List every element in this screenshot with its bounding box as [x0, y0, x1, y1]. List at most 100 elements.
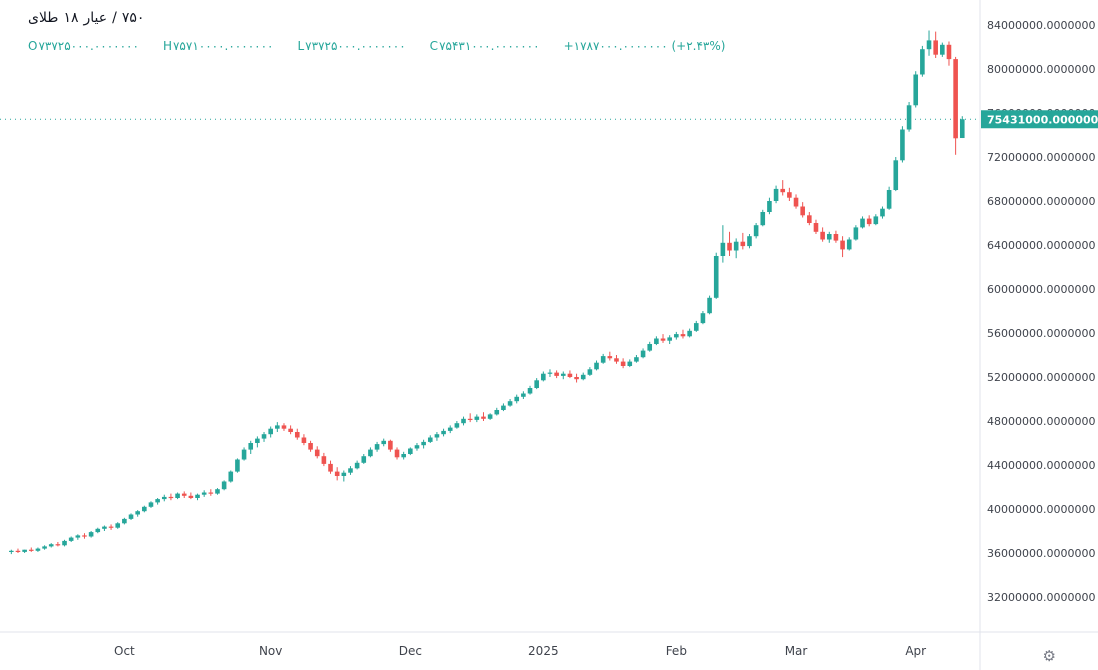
candle-body [128, 514, 134, 519]
candle-body [334, 471, 340, 476]
candle-body [833, 234, 839, 241]
candle-body [574, 377, 579, 380]
svg-text:56000000.0000000: 56000000.0000000 [987, 327, 1095, 340]
candle-body [654, 338, 659, 344]
svg-text:Oct: Oct [114, 644, 135, 658]
candle-body [900, 129, 905, 161]
candle-body [441, 430, 446, 435]
candle-body [175, 493, 180, 498]
candle-body [22, 549, 27, 552]
candle-body [414, 445, 420, 449]
candle-body [102, 526, 107, 529]
candle-body [188, 495, 194, 498]
candle-body [215, 489, 220, 494]
candles [9, 30, 965, 555]
candle-body [607, 356, 613, 359]
candle-body [135, 511, 140, 515]
candle-body [368, 449, 373, 457]
candle-body [680, 334, 686, 337]
candle-body [727, 242, 732, 251]
candle-body [820, 231, 825, 240]
candle-body [241, 449, 247, 460]
svg-text:80000000.0000000: 80000000.0000000 [987, 63, 1095, 76]
candle-body [946, 44, 952, 60]
candle-body [388, 440, 393, 450]
candle-body [248, 443, 254, 450]
candle-body [554, 372, 559, 376]
candle-body [208, 492, 214, 494]
svg-text:Mar: Mar [785, 644, 808, 658]
candle-body [235, 459, 240, 472]
candle-body [787, 192, 792, 198]
candle-body [740, 241, 746, 247]
svg-text:68000000.0000000: 68000000.0000000 [987, 195, 1095, 208]
candle-body [773, 188, 779, 201]
candle-body [886, 190, 892, 209]
candle-body [62, 540, 67, 546]
candle-body [541, 373, 546, 381]
svg-text:72000000.0000000: 72000000.0000000 [987, 151, 1095, 164]
svg-text:32000000.0000000: 32000000.0000000 [987, 591, 1095, 604]
candle-body [501, 405, 506, 410]
candle-body [75, 535, 81, 538]
candle-body [201, 492, 207, 495]
candle-body [408, 448, 413, 454]
candle-body [600, 356, 606, 363]
candle-body [800, 206, 805, 216]
candle-body [341, 472, 347, 476]
candle-body [853, 227, 859, 240]
candle-body [361, 456, 367, 463]
candle-body [168, 496, 174, 499]
candle-body [115, 523, 121, 528]
svg-text:2025: 2025 [528, 644, 559, 658]
candle-body [674, 334, 679, 338]
candle-body [753, 225, 759, 237]
candle-body [866, 218, 872, 225]
candle-body [959, 119, 965, 139]
candle-body [514, 396, 520, 402]
candle-body [9, 550, 14, 552]
price-axis[interactable]: 84000000.000000080000000.000000076000000… [987, 19, 1095, 604]
candle-body [813, 223, 819, 232]
candle-body [461, 418, 466, 424]
svg-text:Dec: Dec [399, 644, 422, 658]
candle-body [826, 234, 832, 240]
candle-body [261, 434, 267, 439]
candle-body [614, 358, 619, 362]
candle-body [82, 535, 87, 537]
candle-body [301, 437, 307, 443]
candle-body [926, 40, 932, 50]
candle-body [687, 330, 692, 337]
candle-body [161, 496, 167, 500]
svg-text:60000000.0000000: 60000000.0000000 [987, 283, 1095, 296]
candle-body [920, 49, 925, 75]
candle-body [294, 432, 300, 438]
candle-body [474, 416, 480, 420]
axis-settings-gear-icon[interactable]: ⚙ [1042, 647, 1056, 665]
candle-body [434, 434, 440, 438]
candle-body [15, 550, 21, 552]
candle-body [693, 323, 699, 331]
svg-text:48000000.0000000: 48000000.0000000 [987, 415, 1095, 428]
candle-body [155, 499, 160, 503]
svg-text:Apr: Apr [905, 644, 926, 658]
candle-body [275, 425, 280, 429]
candle-body [793, 197, 799, 207]
candle-body [142, 506, 147, 512]
candle-body [760, 212, 766, 226]
candle-body [620, 361, 626, 366]
candle-body [487, 414, 493, 419]
svg-text:52000000.0000000: 52000000.0000000 [987, 371, 1095, 384]
candle-body [733, 241, 739, 251]
candle-body [860, 218, 865, 228]
time-axis[interactable]: Oct Nov Dec 2025 Feb Mar Apr [114, 644, 926, 658]
candle-body [873, 216, 879, 225]
candle-body [627, 361, 633, 366]
candle-body [268, 428, 273, 435]
candle-body [893, 160, 899, 190]
candle-body [354, 462, 360, 469]
candle-body [713, 256, 719, 298]
candle-body [567, 373, 573, 377]
candle-body [707, 297, 712, 314]
